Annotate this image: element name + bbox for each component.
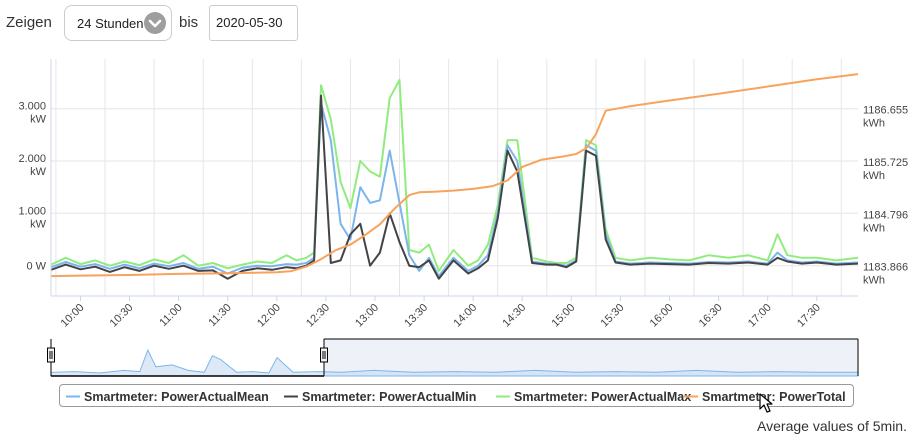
navigator-series	[50, 348, 859, 377]
y-left-tick-unit: kW	[30, 218, 47, 230]
x-tick-label: 17:00	[746, 302, 774, 330]
navigator-handle-left[interactable]	[47, 347, 55, 363]
series-line-poweractualmean	[50, 102, 859, 278]
x-tick-label: 10:00	[59, 302, 87, 330]
y-right-tick-unit: kWh	[863, 222, 885, 234]
navigator-unselected-area	[323, 338, 859, 377]
x-tick-label: 11:30	[206, 302, 233, 329]
x-tick-label: 11:00	[157, 302, 184, 329]
legend-items: Smartmeter: PowerActualMean Smartmeter: P…	[66, 390, 846, 404]
legend-label: Smartmeter: PowerActualMax	[514, 390, 691, 404]
axis-layer: 0 W1.000kW2.000kW3.000kW1183.866kWh1184.…	[18, 59, 908, 330]
series-line-powertotal	[50, 73, 859, 278]
y-right-tick-label: 1185.725	[863, 157, 908, 169]
y-right-tick-label: 1186.655	[863, 105, 908, 117]
power-chart: 0 W1.000kW2.000kW3.000kW1183.866kWh1184.…	[18, 59, 908, 377]
y-left-tick-unit: kW	[30, 166, 47, 178]
series-layer	[50, 73, 859, 280]
date-field[interactable]	[216, 15, 296, 30]
footnote: Average values of 5min.	[757, 418, 907, 434]
legend-item[interactable]: Smartmeter: PowerActualMean	[66, 390, 269, 404]
x-tick-label: 10:30	[108, 302, 136, 330]
handle-body	[47, 347, 55, 363]
y-left-tick-label: 2.000	[18, 153, 46, 165]
navigator[interactable]	[47, 338, 859, 377]
until-label: bis	[179, 14, 199, 31]
y-right-tick-unit: kWh	[863, 170, 885, 182]
date-field-wrapper	[209, 5, 298, 41]
x-tick-label: 17:30	[795, 302, 823, 330]
y-right-tick-label: 1183.866	[863, 262, 908, 274]
y-right-tick-unit: kWh	[863, 275, 885, 287]
handle-body	[320, 347, 328, 363]
y-left-tick-label: 3.000	[18, 101, 46, 113]
legend-item[interactable]: Smartmeter: PowerTotal	[684, 390, 846, 404]
show-label: Zeigen	[6, 14, 52, 31]
y-left-tick-unit: kW	[30, 114, 47, 126]
x-tick-label: 15:00	[549, 302, 577, 330]
series-line-poweractualmin	[50, 94, 859, 280]
legend-label: Smartmeter: PowerTotal	[702, 390, 846, 404]
series-line-poweractualmax	[50, 78, 859, 272]
x-tick-label: 14:00	[451, 302, 479, 330]
x-tick-label: 15:30	[599, 302, 627, 330]
x-tick-label: 12:30	[304, 302, 332, 330]
y-right-tick-label: 1184.796	[863, 209, 908, 221]
chart-legend: Smartmeter: PowerActualMean Smartmeter: P…	[59, 384, 854, 407]
chart-grid	[51, 59, 858, 296]
legend-label: Smartmeter: PowerActualMin	[302, 390, 476, 404]
mouse-pointer-icon	[759, 393, 773, 413]
y-right-tick-unit: kWh	[863, 118, 885, 130]
x-tick-label: 13:30	[402, 302, 430, 330]
range-select-value: 24 Stunden	[77, 16, 144, 31]
y-left-tick-label: 0 W	[26, 261, 46, 273]
legend-item[interactable]: Smartmeter: PowerActualMax	[496, 390, 691, 404]
x-tick-label: 14:30	[500, 302, 528, 330]
range-select[interactable]: 24 Stunden	[64, 5, 172, 41]
x-tick-label: 13:00	[353, 302, 381, 330]
chevron-down-icon[interactable]	[144, 12, 166, 34]
navigator-handle-right[interactable]	[320, 347, 328, 363]
x-tick-label: 16:00	[648, 302, 676, 330]
legend-label: Smartmeter: PowerActualMean	[84, 390, 269, 404]
x-tick-label: 16:30	[697, 302, 725, 330]
x-tick-label: 12:00	[255, 302, 283, 330]
legend-item[interactable]: Smartmeter: PowerActualMin	[284, 390, 476, 404]
y-left-tick-label: 1.000	[18, 205, 46, 217]
